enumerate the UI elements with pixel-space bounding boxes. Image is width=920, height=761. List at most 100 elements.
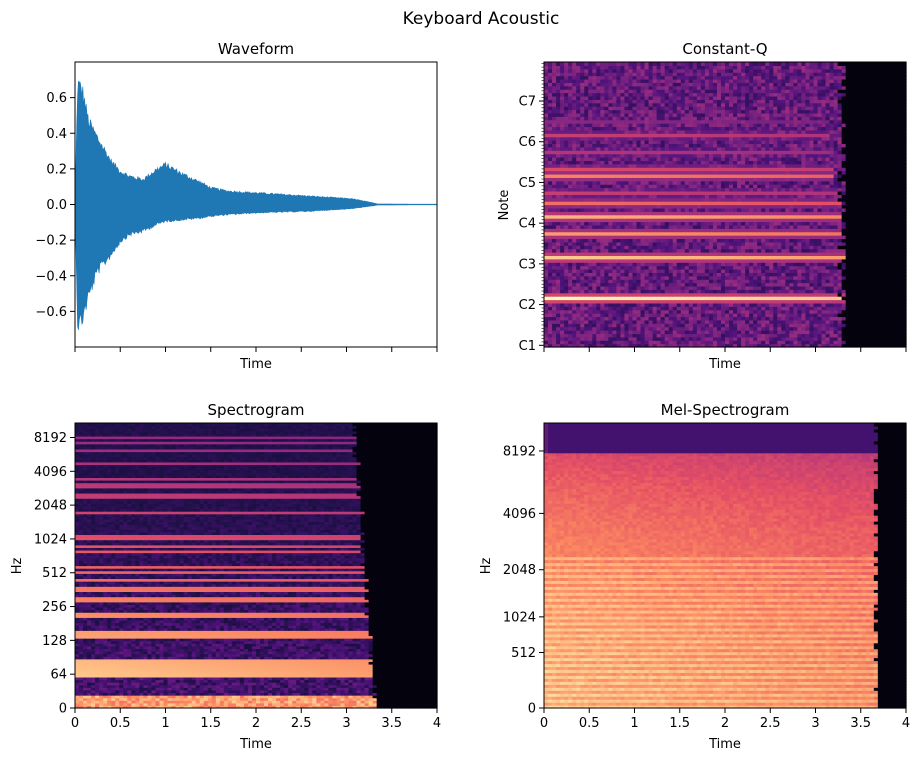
cqt-cell bbox=[580, 272, 585, 276]
cqt-cell bbox=[725, 249, 730, 253]
cqt-cell bbox=[773, 249, 778, 253]
cqt-cell bbox=[813, 296, 818, 300]
cqt-cell bbox=[604, 201, 609, 205]
cqt-cell bbox=[608, 296, 613, 300]
cqt-cell bbox=[850, 225, 855, 229]
cqt-cell bbox=[556, 320, 561, 324]
cqt-cell bbox=[568, 235, 573, 239]
cqt-cell bbox=[556, 225, 561, 229]
cqt-cell bbox=[765, 330, 770, 334]
cqt-cell bbox=[628, 330, 633, 334]
cqt-cell bbox=[797, 201, 802, 205]
cqt-cell bbox=[801, 330, 806, 334]
cqt-cell bbox=[878, 272, 883, 276]
cqt-cell bbox=[649, 211, 654, 215]
cqt-cell bbox=[689, 296, 694, 300]
cqt-cell bbox=[757, 296, 762, 300]
cqt-cell bbox=[685, 225, 690, 229]
cqt-cell bbox=[592, 211, 597, 215]
cqt-cell bbox=[552, 283, 557, 287]
cqt-cell bbox=[890, 249, 895, 253]
cqt-cell bbox=[721, 330, 726, 334]
cqt-cell bbox=[556, 283, 561, 287]
cqt-cell bbox=[685, 259, 690, 263]
cqt-cell bbox=[757, 249, 762, 253]
cqt-cell bbox=[818, 296, 823, 300]
cqt-cell bbox=[544, 201, 549, 205]
cqt-cell bbox=[826, 272, 831, 276]
cqt-cell bbox=[592, 249, 597, 253]
cqt-cell bbox=[725, 201, 730, 205]
cqt-cell bbox=[657, 330, 662, 334]
cqt-cell bbox=[866, 306, 871, 310]
cqt-cell bbox=[548, 201, 553, 205]
cqt-cell bbox=[842, 330, 847, 334]
cqt-cell bbox=[886, 320, 891, 324]
cqt-cell bbox=[830, 225, 835, 229]
cqt-cell bbox=[677, 283, 682, 287]
cqt-cell bbox=[649, 283, 654, 287]
cqt-cell bbox=[761, 296, 766, 300]
cqt-cell bbox=[805, 330, 810, 334]
cqt-cell bbox=[874, 201, 879, 205]
cqt-cell bbox=[624, 249, 629, 253]
cqt-cell bbox=[769, 211, 774, 215]
cqt-cell bbox=[560, 296, 565, 300]
cqt-cell bbox=[713, 296, 718, 300]
cqt-cell bbox=[592, 201, 597, 205]
cqt-cell bbox=[793, 235, 798, 239]
cqt-cell bbox=[870, 272, 875, 276]
cqt-cell bbox=[552, 235, 557, 239]
cqt-cell bbox=[661, 201, 666, 205]
cqt-cell bbox=[580, 283, 585, 287]
cqt-cell bbox=[717, 259, 722, 263]
cqt-cell bbox=[616, 306, 621, 310]
cqt-cell bbox=[685, 235, 690, 239]
cqt-cell bbox=[588, 259, 593, 263]
cqt-cell bbox=[894, 320, 899, 324]
cqt-cell bbox=[657, 272, 662, 276]
cqt-cell bbox=[777, 296, 782, 300]
cqt-cell bbox=[745, 320, 750, 324]
cqt-cell bbox=[592, 320, 597, 324]
cqt-cell bbox=[801, 249, 806, 253]
cqt-cell bbox=[556, 259, 561, 263]
cqt-cell bbox=[560, 201, 565, 205]
cqt-cell bbox=[661, 211, 666, 215]
cqt-cell bbox=[822, 296, 827, 300]
cqt-cell bbox=[709, 283, 714, 287]
cqt-cell bbox=[685, 272, 690, 276]
cqt-cell bbox=[677, 330, 682, 334]
figure-suptitle: Keyboard Acoustic bbox=[403, 9, 560, 29]
cqt-cell bbox=[713, 211, 718, 215]
cqt-cell bbox=[834, 272, 839, 276]
cqt-cell bbox=[886, 201, 891, 205]
cqt-cell bbox=[749, 296, 754, 300]
waveform-xlabel: Time bbox=[239, 357, 272, 372]
cqt-cell bbox=[769, 330, 774, 334]
cqt-cell bbox=[862, 211, 867, 215]
cqt-cell bbox=[653, 211, 658, 215]
cqt-cell bbox=[801, 306, 806, 310]
cqt-cell bbox=[580, 201, 585, 205]
cqt-cell bbox=[878, 306, 883, 310]
cqt-cell bbox=[773, 330, 778, 334]
cqt-cell bbox=[789, 201, 794, 205]
cqt-cell bbox=[862, 320, 867, 324]
cqt-cell bbox=[757, 235, 762, 239]
cqt-cell bbox=[608, 201, 613, 205]
cqt-cell bbox=[777, 306, 782, 310]
cqt-cell bbox=[854, 211, 859, 215]
cqt-cell bbox=[842, 283, 847, 287]
cqt-cell bbox=[769, 283, 774, 287]
cqt-cell bbox=[725, 259, 730, 263]
cqt-cell bbox=[608, 306, 613, 310]
cqt-cell bbox=[580, 235, 585, 239]
cqt-cell bbox=[689, 201, 694, 205]
cqt-cell bbox=[564, 330, 569, 334]
cqt-cell bbox=[793, 201, 798, 205]
cqt-cell bbox=[809, 320, 814, 324]
cqt-cell bbox=[809, 235, 814, 239]
cqt-cell bbox=[789, 235, 794, 239]
